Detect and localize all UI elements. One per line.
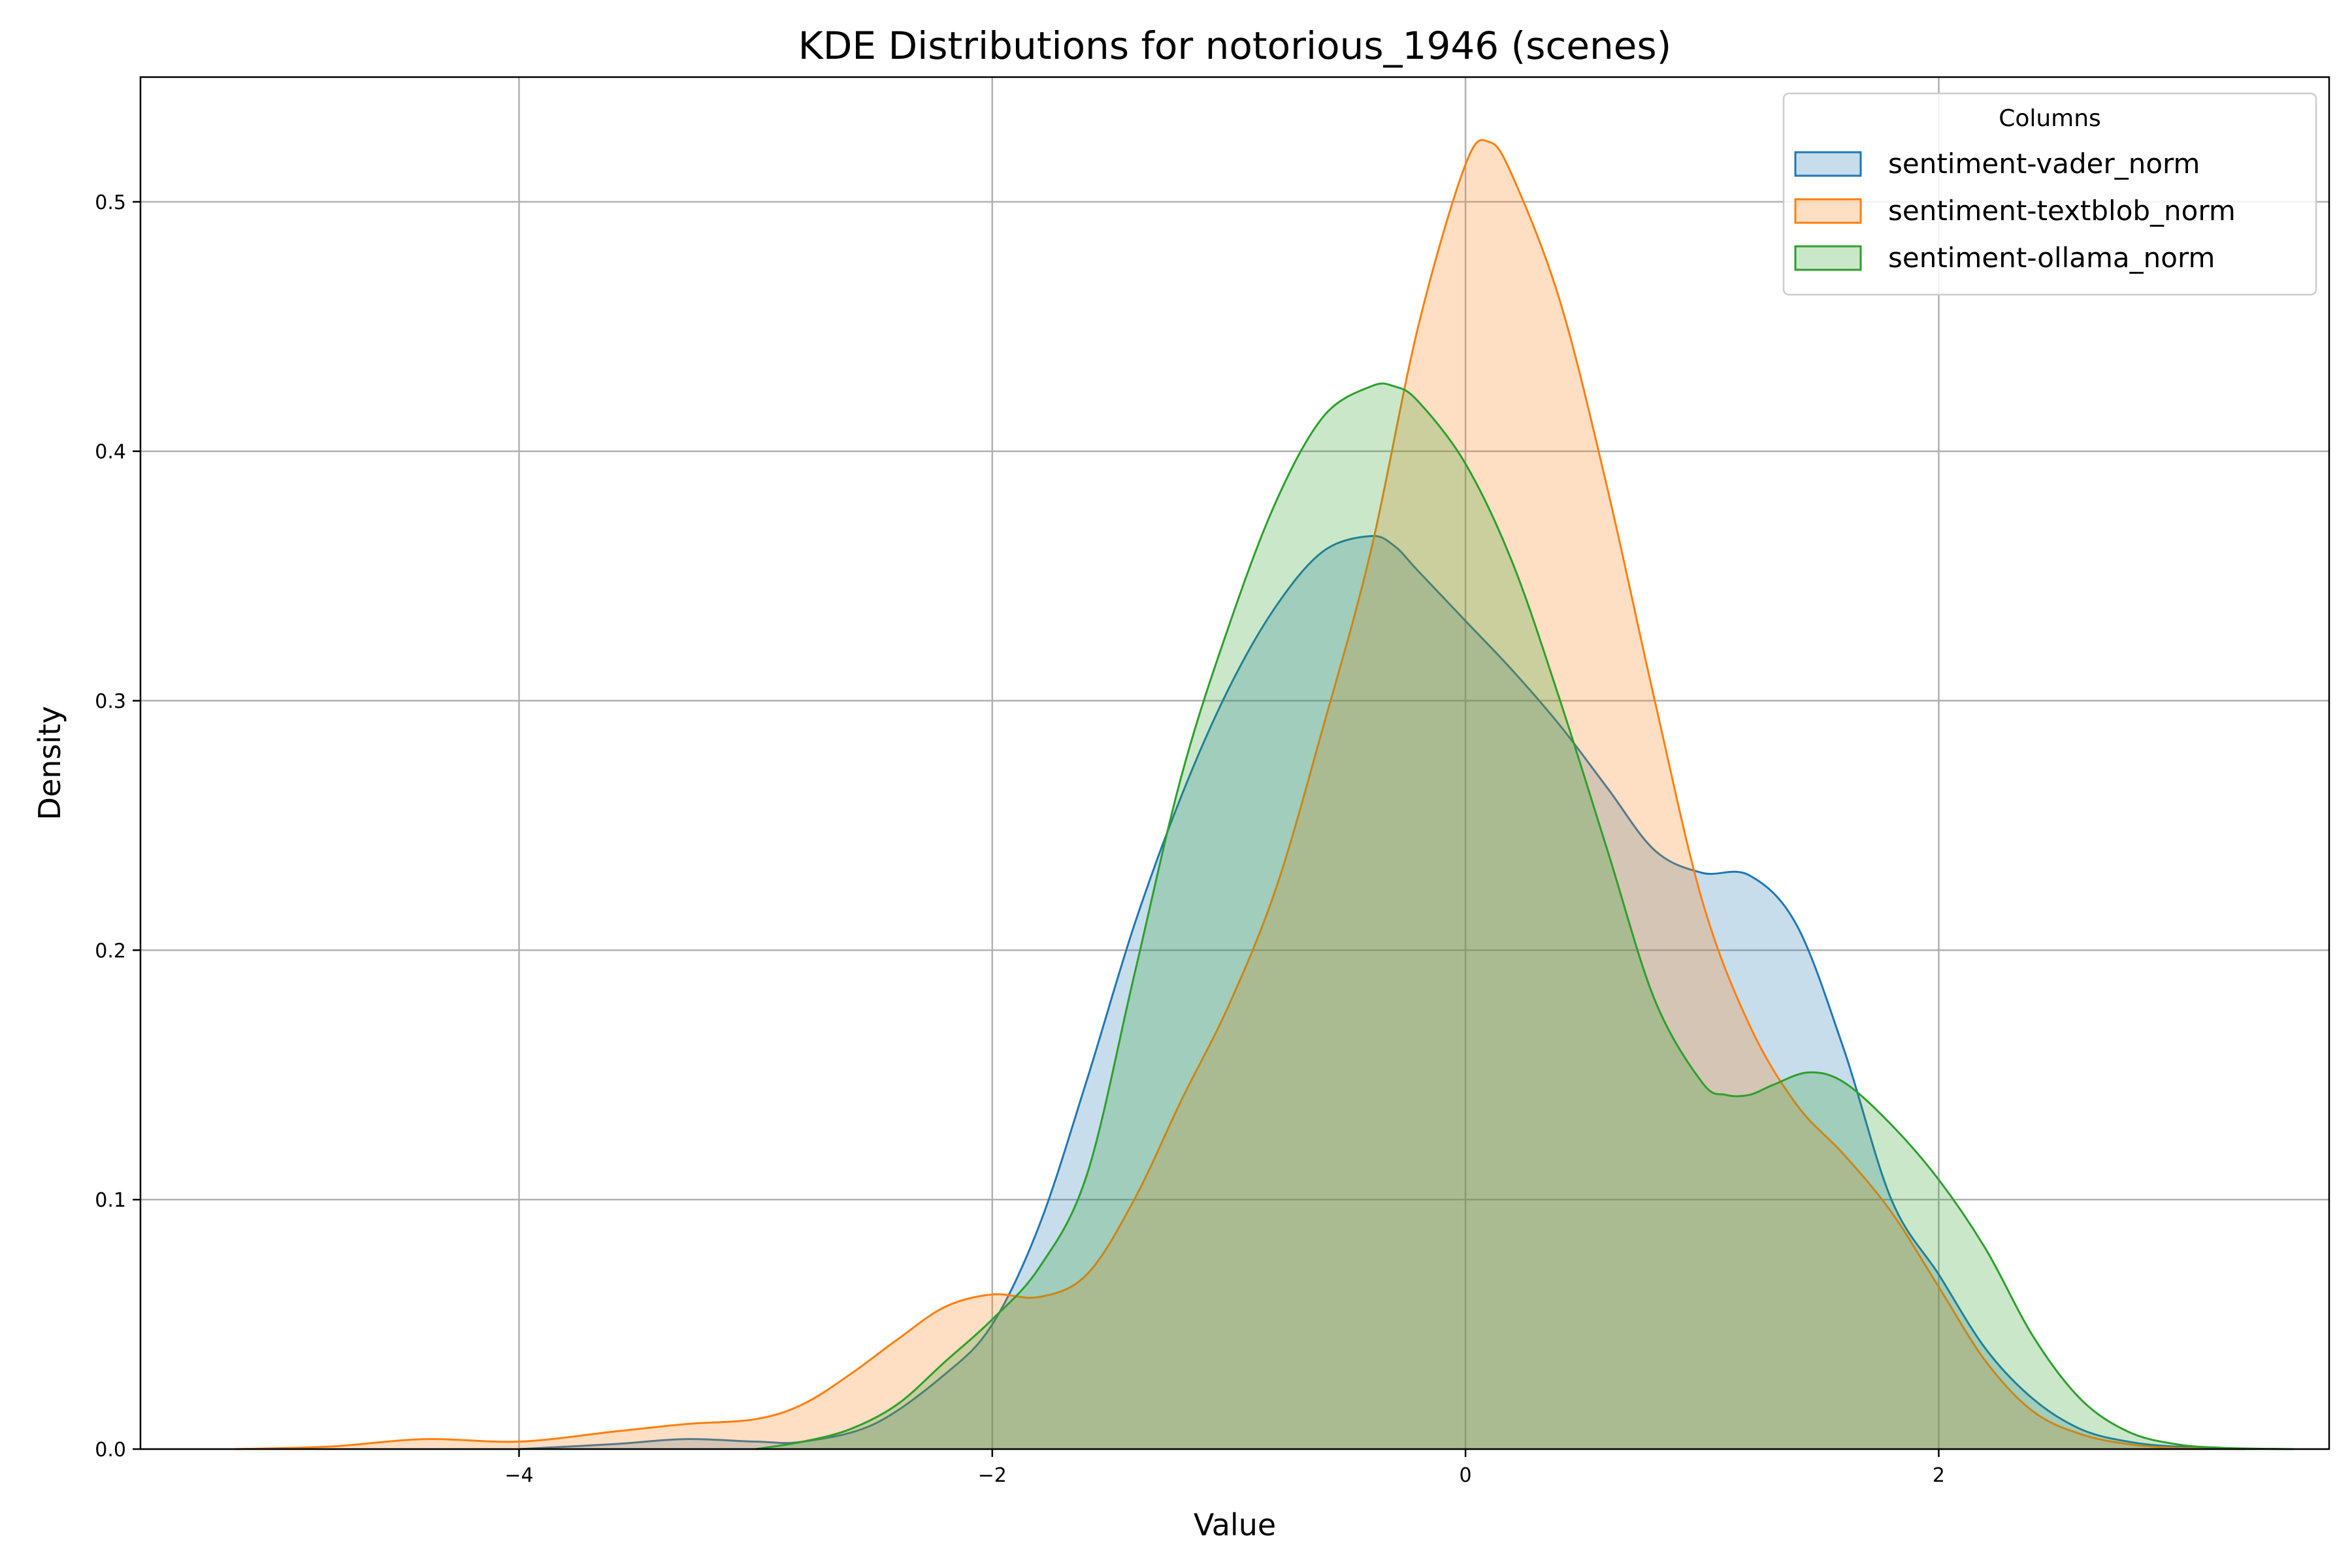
legend-swatch-2 bbox=[1794, 245, 1862, 271]
series-line-1 bbox=[235, 139, 2247, 1450]
chart-title: KDE Distributions for notorious_1946 (sc… bbox=[798, 24, 1672, 68]
y-tick-label: 0.4 bbox=[95, 441, 126, 464]
series-line-2 bbox=[755, 382, 2294, 1450]
series-fill-1 bbox=[235, 140, 2247, 1449]
legend-swatch-1 bbox=[1794, 198, 1862, 224]
legend: Columns sentiment-vader_norm sentiment-te… bbox=[1782, 92, 2317, 296]
y-tick-label: 0.0 bbox=[95, 1439, 126, 1462]
y-tick-label: 0.3 bbox=[95, 691, 126, 713]
legend-title: Columns bbox=[1999, 105, 2101, 132]
axis-ticks: −4 −2 0 2 0.0 0.1 0.2 0.3 0.4 0.5 bbox=[95, 191, 1945, 1487]
plot-frame bbox=[139, 76, 2330, 1450]
x-tick-label: 2 bbox=[1933, 1464, 1945, 1487]
legend-label-0: sentiment-vader_norm bbox=[1888, 148, 2200, 180]
x-tick-label: 0 bbox=[1460, 1464, 1472, 1487]
legend-items: sentiment-vader_norm sentiment-textblob_n… bbox=[1794, 148, 2236, 274]
legend-box bbox=[1782, 92, 2317, 296]
y-tick-label: 0.1 bbox=[95, 1189, 126, 1212]
x-axis-title: Value bbox=[1194, 1507, 1276, 1543]
y-tick-label: 0.5 bbox=[95, 191, 126, 214]
x-tick-label: −2 bbox=[978, 1464, 1007, 1487]
legend-label-2: sentiment-ollama_norm bbox=[1888, 242, 2215, 274]
y-tick-label: 0.2 bbox=[95, 939, 126, 962]
y-axis-title: Density bbox=[32, 706, 67, 821]
x-tick-label: −4 bbox=[504, 1464, 533, 1487]
series-areas bbox=[235, 139, 2294, 1450]
legend-label-1: sentiment-textblob_norm bbox=[1888, 195, 2236, 227]
legend-swatch-0 bbox=[1794, 151, 1862, 177]
series-line-0 bbox=[519, 534, 2247, 1450]
series-fill-0 bbox=[519, 536, 2247, 1450]
series-fill-2 bbox=[755, 384, 2294, 1449]
